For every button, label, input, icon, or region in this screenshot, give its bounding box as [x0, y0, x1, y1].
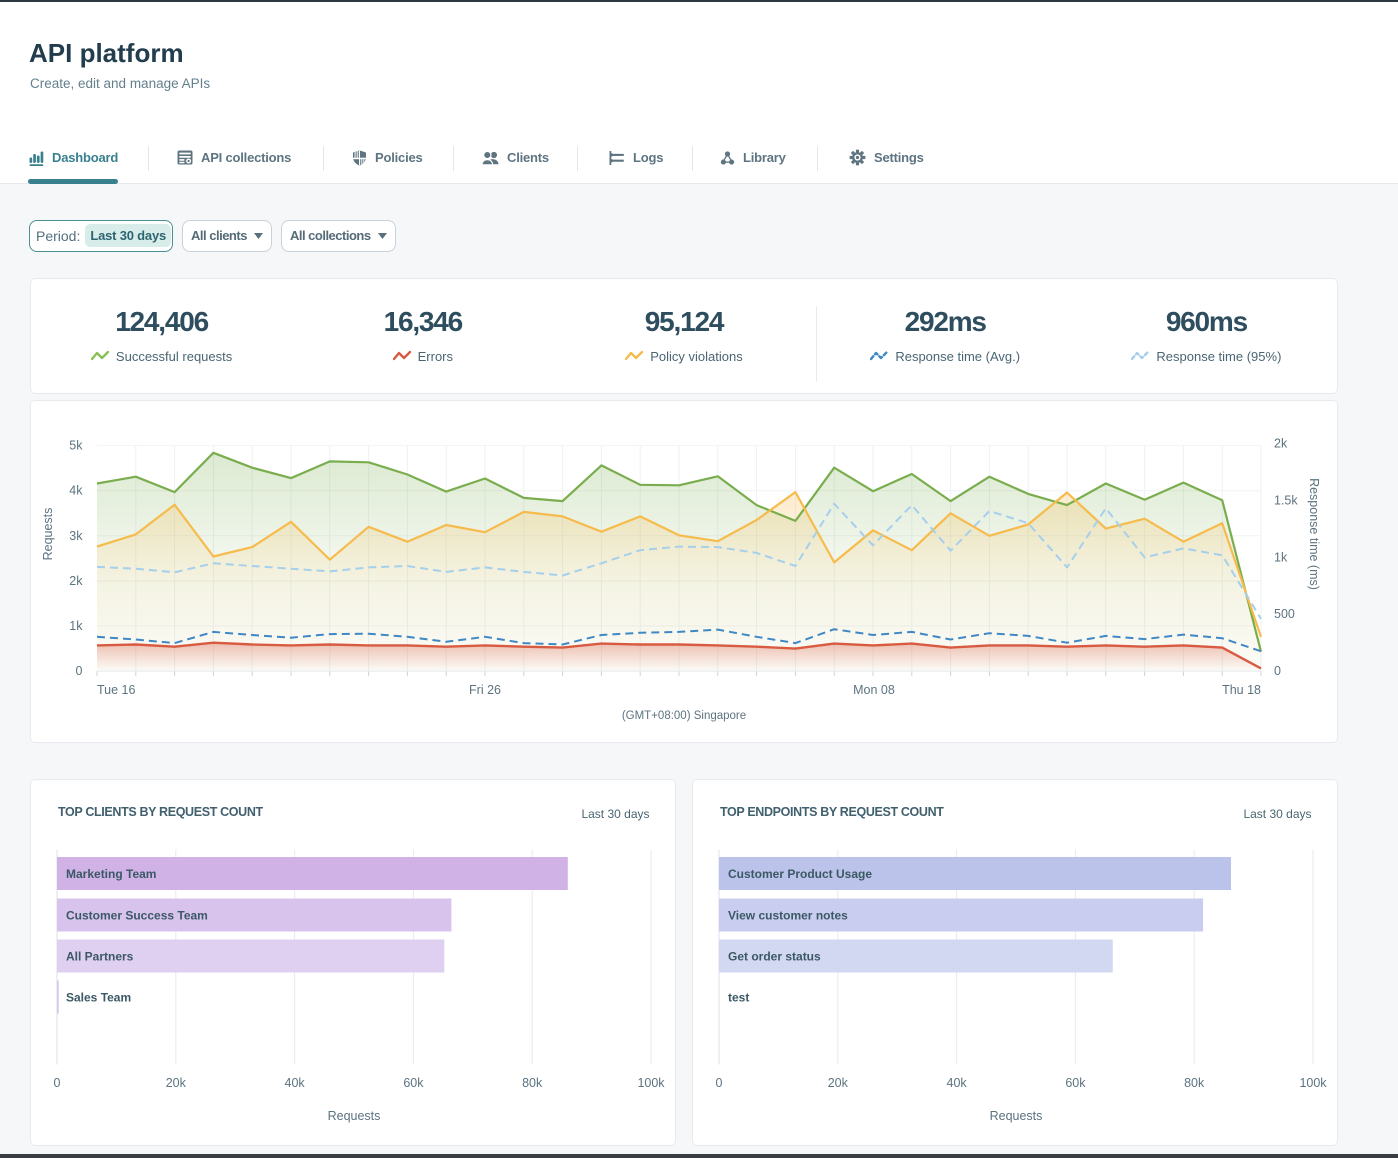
- svg-text:1k: 1k: [69, 619, 83, 633]
- svg-text:0: 0: [76, 664, 83, 678]
- svg-text:Response time (ms): Response time (ms): [1307, 478, 1321, 590]
- svg-text:20k: 20k: [166, 1076, 187, 1090]
- svg-text:Mon 08: Mon 08: [853, 683, 895, 697]
- svg-text:60k: 60k: [403, 1076, 424, 1090]
- svg-text:40k: 40k: [947, 1076, 968, 1090]
- svg-text:test: test: [728, 990, 749, 1004]
- svg-text:20k: 20k: [828, 1076, 849, 1090]
- svg-text:Customer Success Team: Customer Success Team: [66, 908, 208, 922]
- svg-text:80k: 80k: [1184, 1076, 1205, 1090]
- svg-text:Requests: Requests: [990, 1109, 1043, 1123]
- svg-text:View customer notes: View customer notes: [728, 908, 848, 922]
- svg-text:2k: 2k: [69, 573, 83, 587]
- svg-text:100k: 100k: [637, 1076, 665, 1090]
- svg-text:5k: 5k: [69, 438, 83, 452]
- svg-text:1k: 1k: [1274, 550, 1288, 564]
- svg-text:0: 0: [716, 1076, 723, 1090]
- svg-text:Requests: Requests: [328, 1109, 381, 1123]
- svg-text:All Partners: All Partners: [66, 949, 134, 963]
- svg-text:Marketing Team: Marketing Team: [66, 867, 156, 881]
- svg-text:500: 500: [1274, 607, 1295, 621]
- svg-text:4k: 4k: [69, 483, 83, 497]
- svg-text:60k: 60k: [1065, 1076, 1086, 1090]
- svg-text:1.5k: 1.5k: [1274, 493, 1298, 507]
- svg-text:Get order status: Get order status: [728, 949, 821, 963]
- svg-text:Thu 18: Thu 18: [1222, 683, 1261, 697]
- svg-text:Requests: Requests: [41, 507, 55, 560]
- svg-text:0: 0: [1274, 664, 1281, 678]
- svg-text:40k: 40k: [285, 1076, 306, 1090]
- svg-text:Tue 16: Tue 16: [97, 683, 136, 697]
- svg-text:80k: 80k: [522, 1076, 543, 1090]
- svg-text:Fri 26: Fri 26: [469, 683, 501, 697]
- svg-text:Customer Product Usage: Customer Product Usage: [728, 867, 872, 881]
- svg-text:0: 0: [54, 1076, 61, 1090]
- svg-text:100k: 100k: [1299, 1076, 1327, 1090]
- svg-text:Sales Team: Sales Team: [66, 990, 131, 1004]
- svg-text:2k: 2k: [1274, 436, 1288, 450]
- svg-text:(GMT+08:00) Singapore: (GMT+08:00) Singapore: [622, 710, 746, 722]
- svg-text:3k: 3k: [69, 528, 83, 542]
